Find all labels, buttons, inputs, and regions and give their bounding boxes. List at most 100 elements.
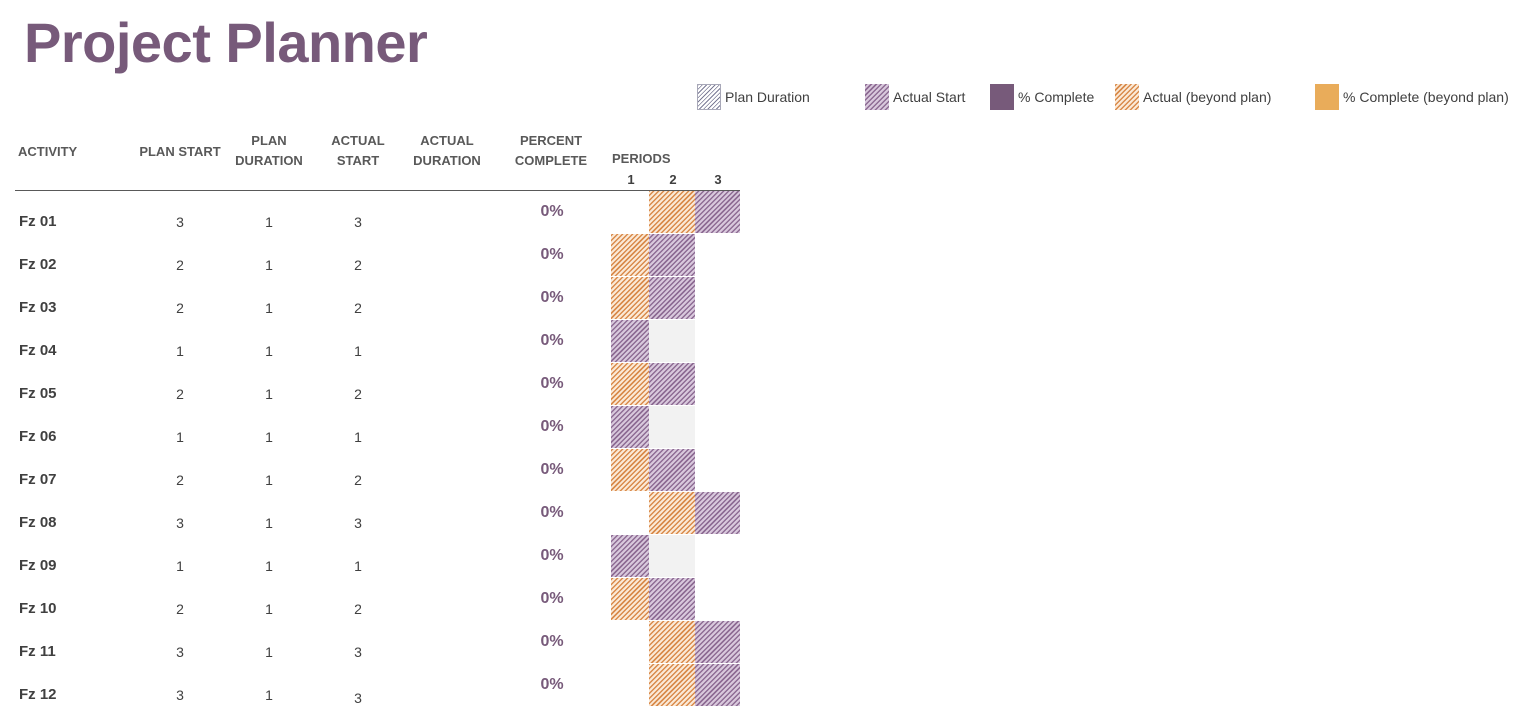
plan-start-value: 1 [176,558,184,574]
plan-start-value: 2 [176,300,184,316]
plan-duration-value: 1 [265,429,273,445]
percent-complete-value: 0% [540,289,564,306]
actual-period-bar [611,320,649,362]
plan-start-value: 3 [176,687,184,703]
table-row[interactable]: Fz 09 1 1 1 0% [0,535,760,578]
table-row[interactable]: Fz 08 3 1 3 0% [0,492,760,535]
plan-duration-value: 1 [265,472,273,488]
activity-name: Fz 02 [19,256,57,273]
plan-duration-value: 1 [265,644,273,660]
percent-complete-value: 0% [540,203,564,220]
empty-period-cell [649,406,695,448]
header-line: PERCENT [519,133,583,148]
header-actual-start: ACTUAL START [313,131,403,171]
plan-start-value: 1 [176,429,184,445]
activity-name: Fz 11 [19,643,56,660]
actual-start-value: 1 [354,343,362,359]
activity-name: Fz 06 [19,428,57,445]
actual-period-bar [695,664,740,706]
actual-period-bar [649,363,695,405]
plan-start-value: 3 [176,515,184,531]
actual-period-bar [695,621,740,663]
actual-beyond-plan-bar [611,578,649,620]
percent-complete-value: 0% [540,504,564,521]
actual-period-bar [649,449,695,491]
plan-start-value: 2 [176,601,184,617]
actual-period-bar [611,535,649,577]
percent-complete-beyond-swatch-icon [1315,84,1339,110]
actual-beyond-plan-bar [649,191,695,233]
table-row[interactable]: Fz 10 2 1 2 0% [0,578,760,621]
actual-start-swatch-icon [865,84,889,110]
period-number: 2 [669,172,677,187]
table-row[interactable]: Fz 05 2 1 2 0% [0,363,760,406]
actual-start-value: 2 [354,472,362,488]
legend-percent-complete-beyond: % Complete (beyond plan) [1315,84,1509,110]
activity-name: Fz 08 [19,514,57,531]
legend-label: Actual (beyond plan) [1143,89,1272,105]
legend-label: Plan Duration [725,89,810,105]
plan-start-value: 2 [176,386,184,402]
activity-name: Fz 10 [19,600,57,617]
actual-start-value: 2 [354,601,362,617]
plan-duration-value: 1 [265,515,273,531]
legend-label: % Complete (beyond plan) [1343,89,1509,105]
actual-beyond-plan-bar [649,664,695,706]
header-line: ACTUAL [331,133,385,148]
plan-start-value: 3 [176,644,184,660]
plan-start-value: 2 [176,472,184,488]
table-row[interactable]: Fz 01 3 1 3 0% [0,191,760,234]
actual-beyond-plan-bar [611,277,649,319]
header-plan-duration: PLAN DURATION [224,131,314,171]
actual-beyond-plan-bar [649,492,695,534]
period-number: 1 [627,172,635,187]
header-line: PLAN [251,133,287,148]
actual-start-value: 2 [354,386,362,402]
percent-complete-value: 0% [540,590,564,607]
header-divider [15,190,740,191]
legend-label: Actual Start [893,89,966,105]
actual-start-value: 3 [354,214,362,230]
actual-start-value: 1 [354,429,362,445]
percent-complete-value: 0% [540,246,564,263]
plan-start-value: 2 [176,257,184,273]
legend-actual-beyond: Actual (beyond plan) [1115,84,1271,110]
table-row[interactable]: Fz 12 3 1 3 0% [0,664,760,707]
actual-beyond-plan-bar [611,363,649,405]
plan-duration-value: 1 [265,601,273,617]
actual-period-bar [649,277,695,319]
header-periods: PERIODS [612,151,671,166]
actual-beyond-plan-bar [611,234,649,276]
table-row[interactable]: Fz 07 2 1 2 0% [0,449,760,492]
legend-percent-complete: % Complete [990,84,1094,110]
percent-complete-value: 0% [540,375,564,392]
table-row[interactable]: Fz 03 2 1 2 0% [0,277,760,320]
table-row[interactable]: Fz 11 3 1 3 0% [0,621,760,664]
actual-period-bar [695,492,740,534]
plan-duration-value: 1 [265,687,273,703]
percent-complete-value: 0% [540,633,564,650]
activity-name: Fz 04 [19,342,57,359]
actual-start-value: 3 [354,644,362,660]
legend-actual-start: Actual Start [865,84,965,110]
period-number: 3 [714,172,722,187]
header-line: DURATION [235,153,303,168]
percent-complete-value: 0% [540,547,564,564]
actual-beyond-plan-bar [649,621,695,663]
table-row[interactable]: Fz 02 2 1 2 0% [0,234,760,277]
table-row[interactable]: Fz 06 1 1 1 0% [0,406,760,449]
percent-complete-swatch-icon [990,84,1014,110]
actual-period-bar [611,406,649,448]
percent-complete-value: 0% [540,332,564,349]
header-line: COMPLETE [514,153,588,168]
table-row[interactable]: Fz 04 1 1 1 0% [0,320,760,363]
activity-name: Fz 03 [19,299,57,316]
legend-label: % Complete [1018,89,1095,105]
percent-complete-value: 0% [540,676,564,693]
actual-start-value: 3 [354,515,362,531]
activity-name: Fz 09 [19,557,57,574]
percent-complete-value: 0% [540,461,564,478]
activity-name: Fz 01 [19,213,57,230]
header-activity: ACTIVITY [18,144,78,159]
plan-duration-value: 1 [265,386,273,402]
